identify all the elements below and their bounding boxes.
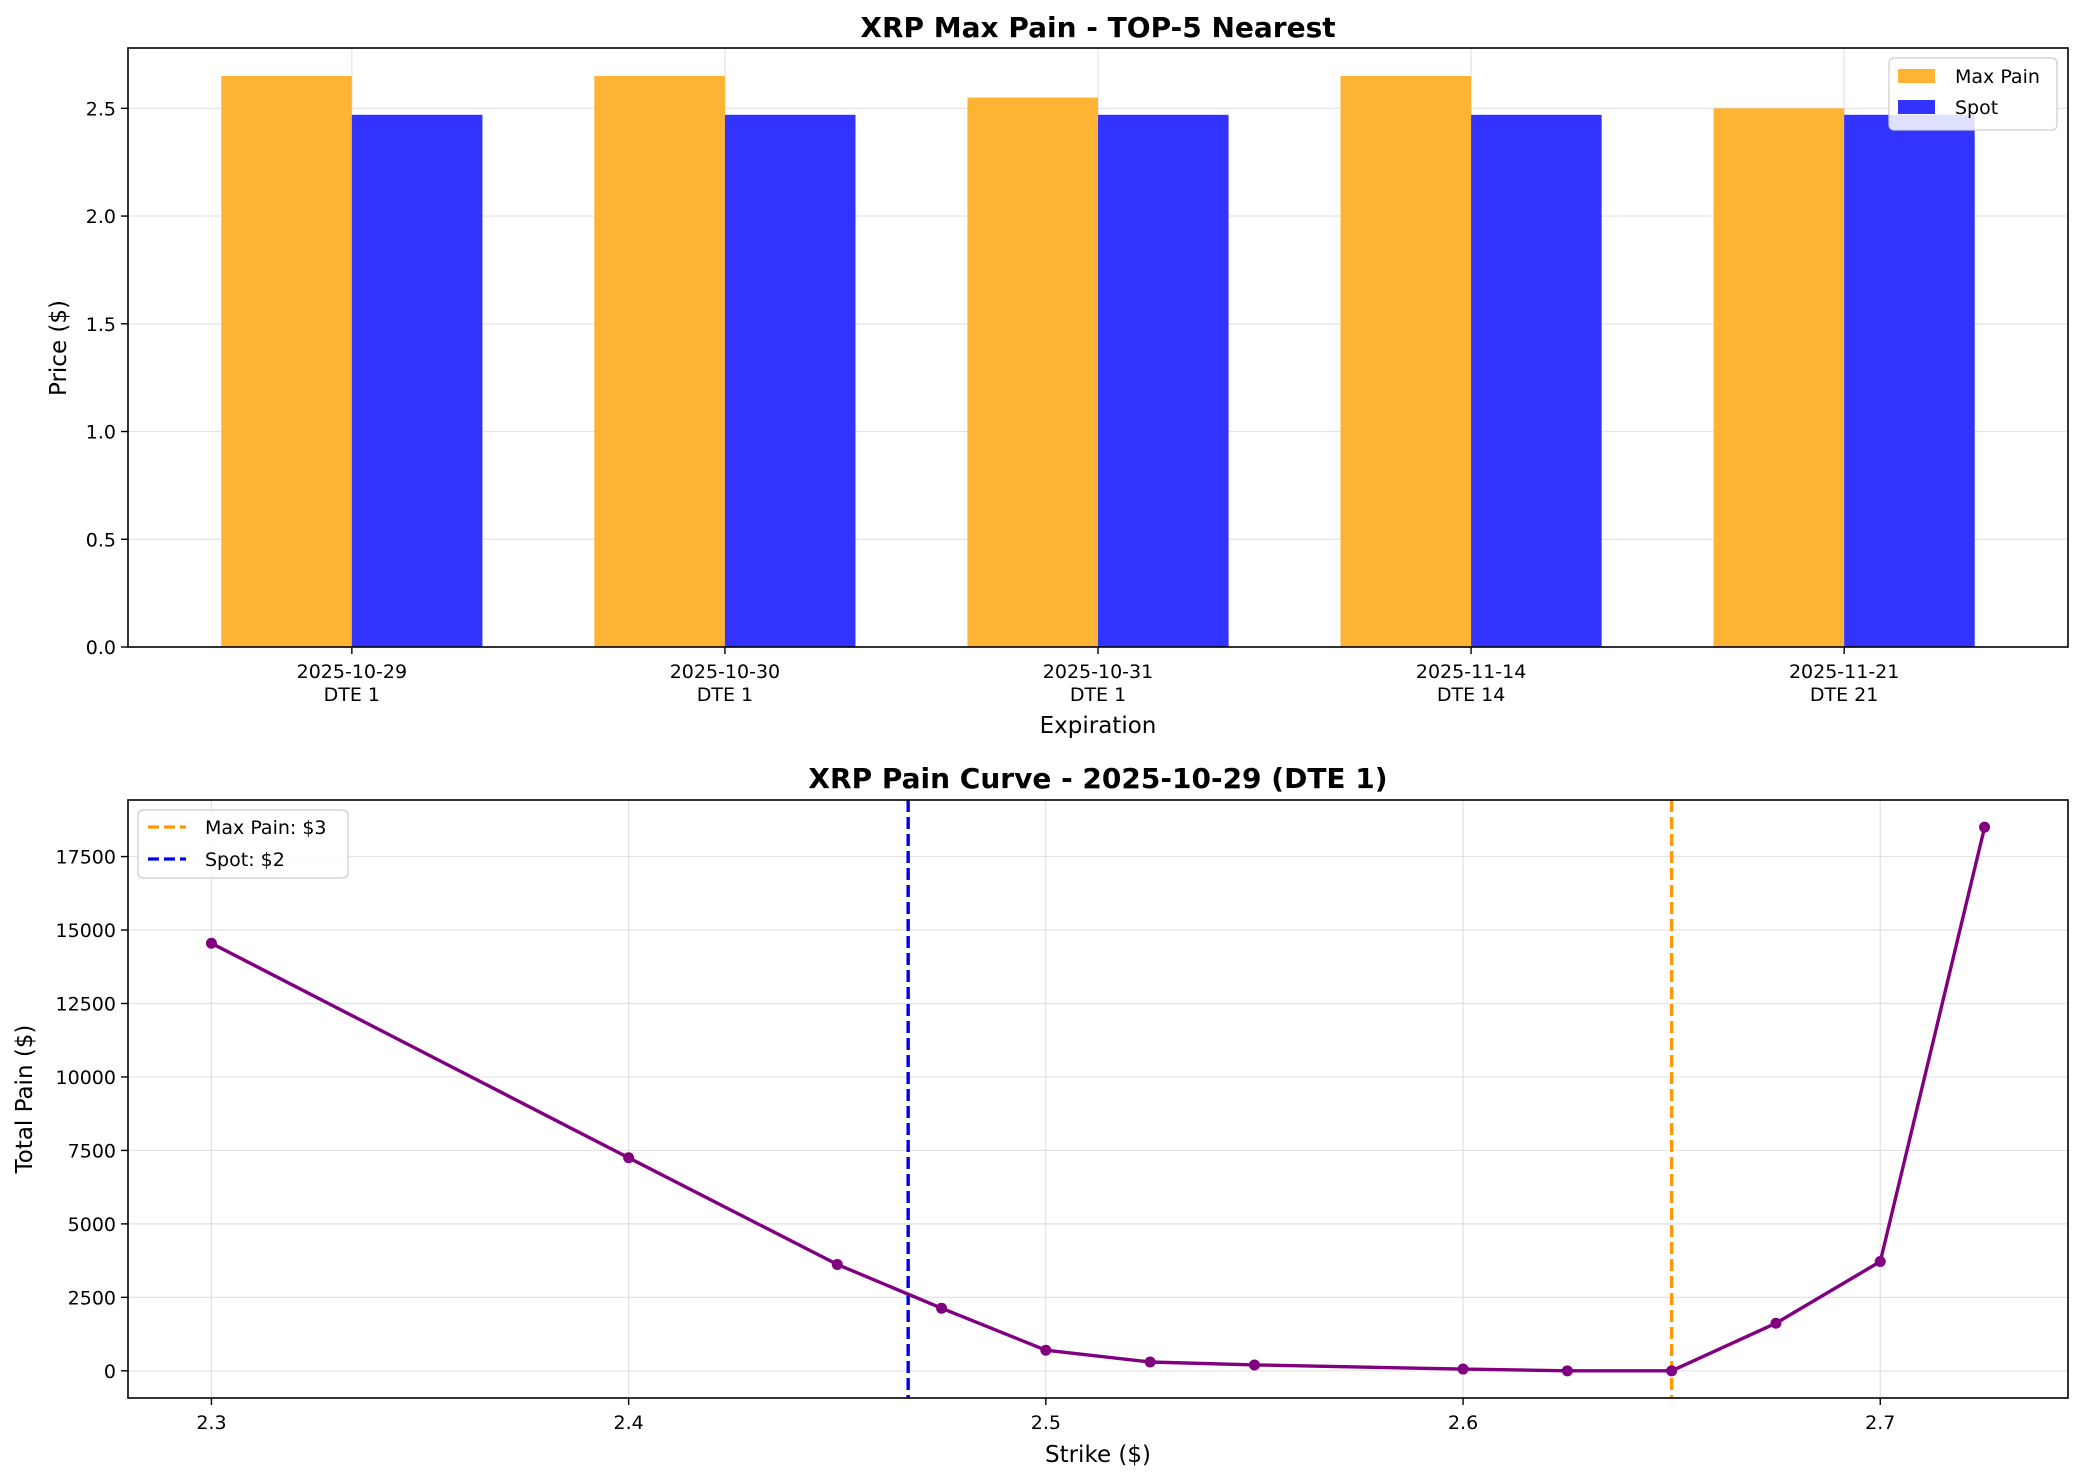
bar-chart-y-tick-label: 2.0 xyxy=(86,206,116,228)
bar-chart-y-tick-label: 1.5 xyxy=(86,314,116,336)
line-chart-grid xyxy=(128,800,2068,1398)
bar-spot xyxy=(1844,114,1975,647)
line-chart-y-tick-label: 7500 xyxy=(68,1140,116,1162)
bar-spot xyxy=(1098,114,1229,647)
legend-swatch-spot xyxy=(1898,100,1935,114)
line-chart-x-tick-label: 2.4 xyxy=(614,1412,644,1434)
line-chart-x-tick-label: 2.3 xyxy=(196,1412,226,1434)
line-chart-y-tick-label: 2500 xyxy=(68,1287,116,1309)
pain-curve-point xyxy=(831,1258,843,1270)
line-chart-legend-box xyxy=(137,809,349,879)
bar-chart-x-axis-label: Expiration xyxy=(1040,713,1157,739)
bar-chart-legend: Max Pain Spot xyxy=(1888,57,2058,131)
bar-max-pain xyxy=(221,76,352,647)
line-chart-series xyxy=(205,821,1991,1377)
bar-spot xyxy=(351,114,483,647)
bar-chart-x-tick-dte: DTE 1 xyxy=(1070,684,1126,706)
bar-chart-x-tick-date: 2025-10-31 xyxy=(1043,661,1153,683)
pain-curve-point xyxy=(1666,1365,1678,1377)
bar-chart-y-tick-label: 0.0 xyxy=(86,637,116,659)
pain-curve-point xyxy=(1457,1363,1469,1375)
bar-chart-x-tick-dte: DTE 21 xyxy=(1810,684,1878,706)
bar-chart-y-tick-label: 0.5 xyxy=(86,529,116,551)
pain-curve-point xyxy=(1561,1365,1573,1377)
bar-max-pain xyxy=(1713,108,1845,647)
line-chart-y-tick-label: 15000 xyxy=(56,920,116,942)
legend-label-max-pain-line: Max Pain: $3 xyxy=(205,817,327,839)
bar-chart-y-axis-label: Price ($) xyxy=(46,300,72,396)
line-chart-x-tick-label: 2.7 xyxy=(1865,1412,1895,1434)
bar-chart-x-tick-dte: DTE 1 xyxy=(697,684,753,706)
line-chart-y-tick-label: 5000 xyxy=(68,1214,116,1236)
bar-spot xyxy=(724,114,856,647)
line-chart-frame xyxy=(127,799,2069,1399)
legend-label-max-pain: Max Pain xyxy=(1955,66,2040,88)
pain-curve-point xyxy=(1770,1317,1782,1329)
bar-chart-y-tick-label: 1.0 xyxy=(86,422,116,444)
line-chart-y-tick-label: 0 xyxy=(104,1361,116,1383)
bar-chart-x-tick-date: 2025-11-21 xyxy=(1789,661,1899,683)
line-chart-x-tick-label: 2.5 xyxy=(1031,1412,1061,1434)
pain-curve-point xyxy=(936,1302,948,1314)
bar-max-pain xyxy=(1340,76,1472,647)
legend-label-spot-line: Spot: $2 xyxy=(205,849,285,871)
pain-curve-point xyxy=(205,937,217,949)
pain-curve-point xyxy=(1144,1356,1156,1368)
bar-chart-frame xyxy=(127,47,2069,648)
bar-spot xyxy=(1471,114,1602,647)
line-chart-y-tick-label: 12500 xyxy=(56,993,116,1015)
max-pain-bar-chart: XRP Max Pain - TOP-5 Nearest 0.0 0.5 1.0 1.… xyxy=(46,11,2069,739)
line-chart-y-ticks: 0 2500 5000 7500 10000 12500 15000 17500 xyxy=(56,847,128,1383)
bar-chart-y-tick-label: 2.5 xyxy=(86,98,116,120)
pain-curve-point xyxy=(1979,821,1991,833)
bar-chart-bars xyxy=(221,76,1975,647)
line-chart-y-axis-label: Total Pain ($) xyxy=(12,1025,38,1175)
pain-curve-line-chart: XRP Pain Curve - 2025-10-29 (DTE 1) 0 250… xyxy=(12,762,2069,1468)
bar-chart-x-tick-date: 2025-11-14 xyxy=(1416,661,1526,683)
line-chart-y-tick-label: 17500 xyxy=(56,847,116,869)
bar-chart-x-tick-dte: DTE 14 xyxy=(1437,684,1505,706)
line-chart-title: XRP Pain Curve - 2025-10-29 (DTE 1) xyxy=(808,762,1387,795)
bar-max-pain xyxy=(967,97,1098,647)
bar-chart-x-tick-date: 2025-10-29 xyxy=(297,661,407,683)
line-chart-x-axis-label: Strike ($) xyxy=(1045,1442,1151,1468)
line-chart-y-tick-label: 10000 xyxy=(56,1067,116,1089)
line-chart-x-tick-label: 2.6 xyxy=(1448,1412,1478,1434)
bar-max-pain xyxy=(594,76,725,647)
pain-curve-point xyxy=(1248,1359,1260,1371)
line-chart-reference-lines xyxy=(906,800,1674,1398)
line-chart-x-ticks: 2.3 2.4 2.5 2.6 2.7 xyxy=(196,1398,1895,1434)
pain-curve-point xyxy=(623,1152,635,1164)
bar-chart-x-tick-dte: DTE 1 xyxy=(324,684,380,706)
pain-curve-point xyxy=(1040,1344,1052,1356)
bar-chart-y-ticks: 0.0 0.5 1.0 1.5 2.0 2.5 xyxy=(86,98,128,659)
pain-curve-point xyxy=(1874,1256,1886,1268)
bar-chart-x-tick-date: 2025-10-30 xyxy=(670,661,780,683)
legend-swatch-max-pain xyxy=(1898,69,1935,83)
line-chart-legend: Max Pain: $3 Spot: $2 xyxy=(137,809,349,879)
bar-chart-title: XRP Max Pain - TOP-5 Nearest xyxy=(860,11,1335,44)
legend-label-spot: Spot xyxy=(1955,97,1998,119)
